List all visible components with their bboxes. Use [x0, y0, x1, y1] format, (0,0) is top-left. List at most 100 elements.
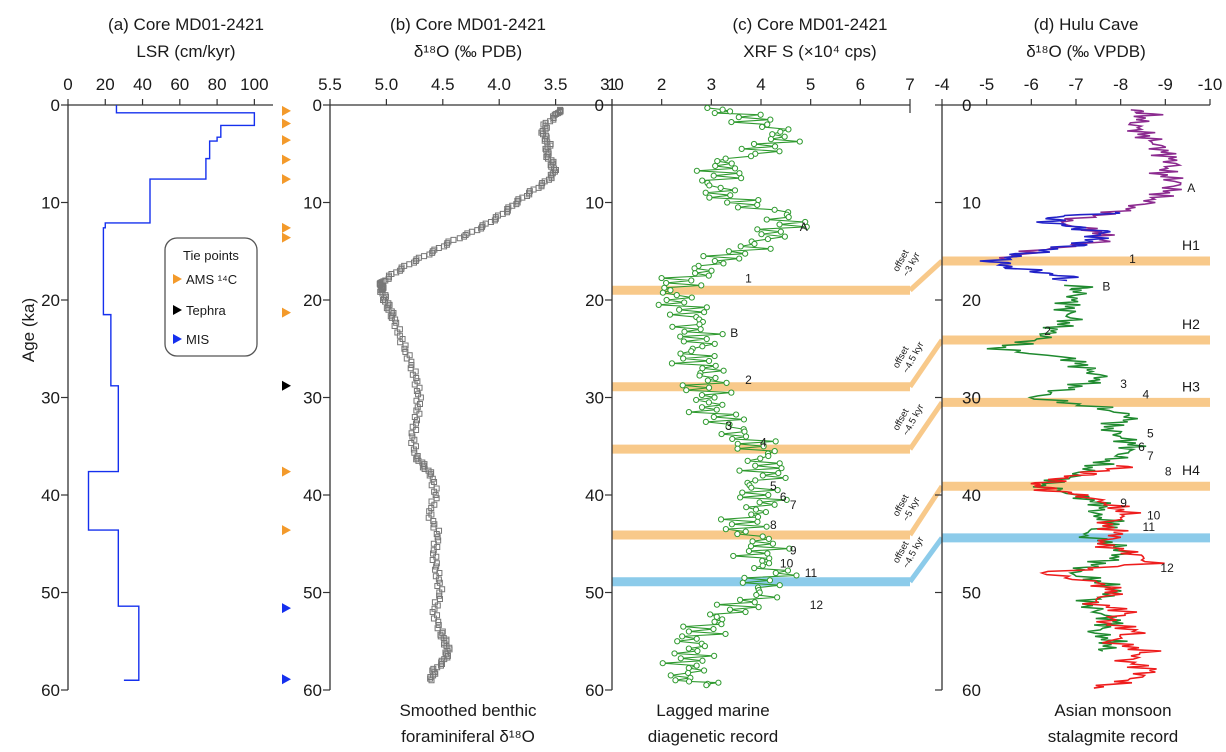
- xrf-point: [775, 595, 780, 600]
- panel-b-caption-line1: Smoothed benthic: [399, 701, 537, 720]
- heinrich-label: H1: [1182, 237, 1200, 253]
- xrf-point: [704, 683, 709, 688]
- xrf-point: [740, 580, 745, 585]
- xrf-point: [764, 524, 769, 529]
- xrf-point: [736, 115, 741, 120]
- xrf-point: [692, 271, 697, 276]
- panel-b-ytick-label: 40: [303, 486, 322, 505]
- xrf-point: [675, 639, 680, 644]
- xrf-point: [779, 466, 784, 471]
- benthic-d18o-point: [410, 424, 415, 429]
- xrf-point: [720, 617, 725, 622]
- heinrich-label: H2: [1182, 316, 1200, 332]
- xrf-point: [727, 109, 732, 114]
- xrf-point: [660, 290, 665, 295]
- hulu-event-label: 3: [1120, 377, 1127, 391]
- xrf-point: [729, 119, 734, 124]
- xrf-point: [746, 548, 751, 553]
- xrf-point: [708, 612, 713, 617]
- benthic-d18o-point: [483, 221, 488, 226]
- xrf-point: [766, 453, 771, 458]
- xrf-point: [739, 176, 744, 181]
- xrf-point: [743, 434, 748, 439]
- hulu-event-label: 11: [1143, 520, 1156, 534]
- xrf-event-label: 11: [805, 566, 818, 580]
- xrf-point: [686, 679, 691, 684]
- xrf-point: [754, 592, 759, 597]
- xrf-point: [699, 392, 704, 397]
- xrf-point: [706, 385, 711, 390]
- xrf-point: [697, 373, 702, 378]
- xrf-point: [706, 273, 711, 278]
- xrf-point: [778, 229, 783, 234]
- xrf-point: [765, 122, 770, 127]
- panel-c-xtick-label: 6: [856, 75, 865, 94]
- xrf-point: [704, 336, 709, 341]
- xrf-point: [711, 173, 716, 178]
- xrf-point: [721, 261, 726, 266]
- xrf-point: [721, 368, 726, 373]
- hulu-event-label: 9: [1120, 496, 1127, 510]
- xrf-point: [778, 129, 783, 134]
- xrf-point: [701, 254, 706, 259]
- xrf-point: [712, 395, 717, 400]
- legend-mis-label: MIS: [186, 332, 209, 347]
- xrf-point: [737, 468, 742, 473]
- hulu-series-line: [980, 212, 1120, 280]
- tie-point-ams: [282, 155, 291, 165]
- xrf-point: [743, 609, 748, 614]
- xrf-point: [709, 268, 714, 273]
- xrf-point: [712, 258, 717, 263]
- xrf-point: [694, 663, 699, 668]
- xrf-point: [718, 517, 723, 522]
- benthic-d18o-point: [435, 545, 440, 550]
- xrf-point: [674, 293, 679, 298]
- data-marks: [89, 105, 1184, 688]
- benthic-d18o-point: [451, 237, 456, 242]
- xrf-point: [729, 522, 734, 527]
- xrf-event-label: 6: [780, 490, 787, 504]
- xrf-point: [713, 363, 718, 368]
- xrf-point: [767, 578, 772, 583]
- panel-d-ytick-label: 60: [962, 681, 981, 700]
- benthic-d18o-point: [422, 254, 427, 259]
- xrf-point: [786, 127, 791, 132]
- hulu-event-label: 2: [1044, 324, 1051, 338]
- heinrich-label: H4: [1182, 462, 1200, 478]
- y-axis-label: Age (ka): [19, 298, 38, 362]
- hulu-event-label: 1: [1129, 252, 1136, 266]
- xrf-point: [686, 646, 691, 651]
- xrf-point: [728, 193, 733, 198]
- panel-a-ytick-label: 40: [41, 486, 60, 505]
- panel-c-xtick-label: 1: [607, 75, 616, 94]
- xrf-point: [752, 600, 757, 605]
- xrf-point: [686, 629, 691, 634]
- xrf-point: [735, 205, 740, 210]
- xrf-point: [766, 536, 771, 541]
- xrf-point: [692, 266, 697, 271]
- xrf-event-label: A: [800, 220, 808, 234]
- xrf-point: [700, 178, 705, 183]
- xrf-point: [745, 458, 750, 463]
- xrf-point: [681, 624, 686, 629]
- xrf-point: [712, 619, 717, 624]
- panel-d-ytick-label: 40: [962, 486, 981, 505]
- xrf-point: [786, 215, 791, 220]
- panel-c-ytick-label: 40: [585, 486, 604, 505]
- benthic-d18o-point: [430, 476, 435, 481]
- xrf-point: [739, 146, 744, 151]
- xrf-point: [711, 414, 716, 419]
- panel-c-ytick-label: 0: [595, 96, 604, 115]
- xrf-point: [701, 668, 706, 673]
- xrf-point: [720, 402, 725, 407]
- xrf-event-label: 3: [725, 419, 732, 433]
- xrf-point: [751, 141, 756, 146]
- xrf-point: [712, 110, 717, 115]
- tie-point-ams: [282, 119, 291, 129]
- panel-c-title: (c) Core MD01-2421: [733, 15, 888, 34]
- panel-b-xtick-label: 5.5: [318, 75, 342, 94]
- hulu-event-label: 5: [1147, 427, 1154, 441]
- xrf-point: [694, 168, 699, 173]
- xrf-point: [735, 531, 740, 536]
- xrf-point: [678, 351, 683, 356]
